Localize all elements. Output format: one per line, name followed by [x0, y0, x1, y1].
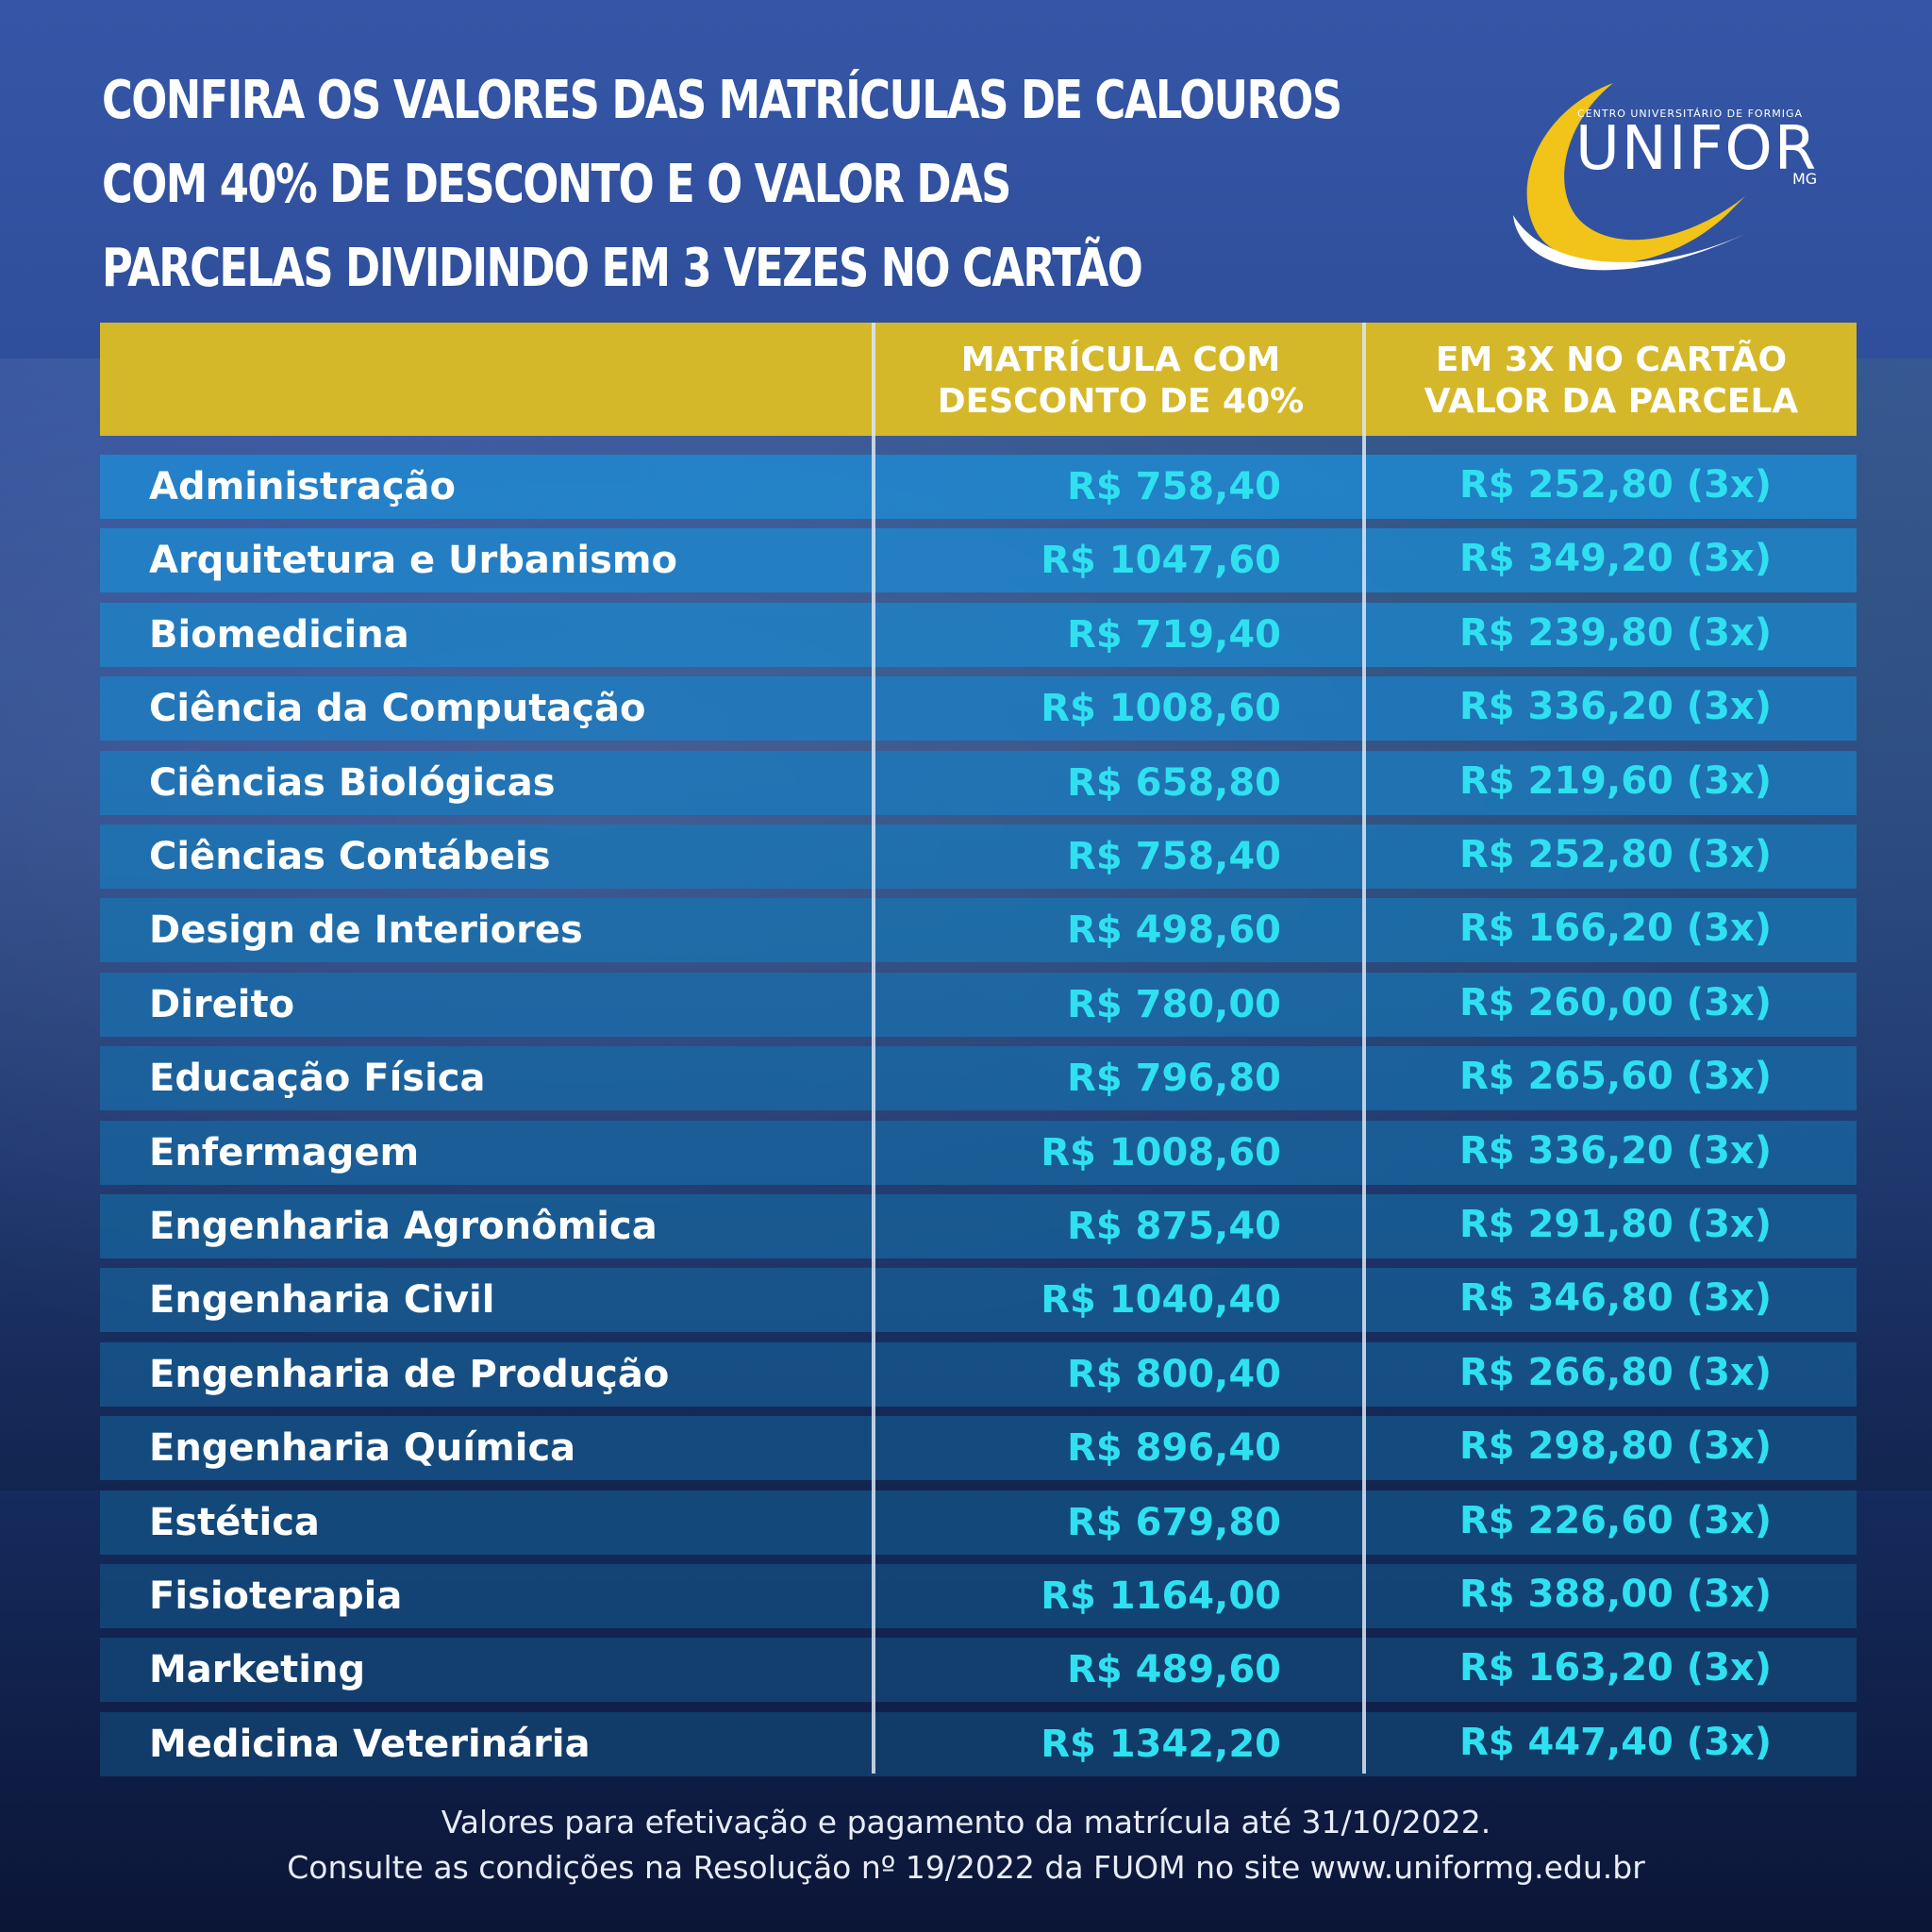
installment-price: R$ 346,80 (3x): [1458, 1276, 1772, 1321]
table-row: Administração R$ 758,40 R$ 252,80 (3x): [100, 455, 1857, 519]
installment-price: R$ 291,80 (3x): [1458, 1203, 1772, 1246]
course-name: Engenharia Civil: [149, 1278, 495, 1323]
installment-price: R$ 266,80 (3x): [1458, 1350, 1772, 1394]
unifor-logo: CENTRO UNIVERSITÁRIO DE FORMIGA UNIFOR M…: [1500, 74, 1858, 291]
table-row: Ciências Contábeis R$ 758,40 R$ 252,80 (3x…: [100, 824, 1857, 889]
headline-line-2: COM 40% DE DESCONTO E O VALOR DAS: [102, 154, 1011, 215]
table-row: Engenharia Química R$ 896,40 R$ 298,80 (3x…: [100, 1416, 1857, 1481]
header-installment-line-1: EM 3X NO CARTÃO: [1435, 341, 1788, 379]
table-row: Engenharia Agronômica R$ 875,40 R$ 291,80 …: [100, 1194, 1857, 1258]
enrollment-price: R$ 658,80: [1067, 760, 1281, 805]
installment-price: R$ 336,20 (3x): [1458, 685, 1772, 729]
installment-price: R$ 349,20 (3x): [1458, 537, 1772, 581]
course-name: Estética: [149, 1500, 320, 1544]
header-enrollment-discount: MATRÍCULA COM DESCONTO DE 40%: [875, 340, 1366, 423]
header-installment-line-2: VALOR DA PARCELA: [1424, 382, 1799, 421]
enrollment-price: R$ 780,00: [1067, 982, 1281, 1026]
table-row: Ciências Biológicas R$ 658,80 R$ 219,60 (3…: [100, 750, 1857, 815]
enrollment-price: R$ 1040,40: [1041, 1278, 1281, 1323]
table-row: Ciência da Computação R$ 1008,60 R$ 336,20…: [100, 676, 1857, 741]
course-name: Design de Interiores: [149, 908, 583, 953]
installment-price: R$ 226,60 (3x): [1458, 1498, 1772, 1542]
table-row: Engenharia Civil R$ 1040,40 R$ 346,80 (3x): [100, 1268, 1857, 1333]
course-name: Ciências Biológicas: [149, 760, 556, 805]
enrollment-price: R$ 498,60: [1067, 908, 1281, 953]
table-row: Direito R$ 780,00 R$ 260,00 (3x): [100, 972, 1857, 1037]
enrollment-price: R$ 679,80: [1067, 1500, 1281, 1544]
installment-price: R$ 219,60 (3x): [1458, 758, 1772, 803]
enrollment-price: R$ 800,40: [1067, 1352, 1281, 1396]
installment-price: R$ 252,80 (3x): [1458, 833, 1772, 876]
footer-conditions-note: Consulte as condições na Resolução nº 19…: [287, 1849, 1645, 1886]
enrollment-price: R$ 796,80: [1067, 1057, 1281, 1101]
installment-price: R$ 336,20 (3x): [1458, 1128, 1772, 1173]
enrollment-price: R$ 1047,60: [1041, 539, 1281, 583]
header-enrollment-line-2: DESCONTO DE 40%: [937, 382, 1305, 421]
course-name: Ciências Contábeis: [149, 835, 551, 878]
enrollment-price: R$ 489,60: [1067, 1648, 1281, 1692]
course-name: Medicina Veterinária: [149, 1722, 591, 1766]
enrollment-price: R$ 1008,60: [1041, 687, 1281, 731]
course-name: Fisioterapia: [149, 1574, 403, 1618]
course-name: Direito: [149, 982, 295, 1026]
table-row: Enfermagem R$ 1008,60 R$ 336,20 (3x): [100, 1120, 1857, 1185]
course-name: Engenharia Agronômica: [149, 1205, 658, 1248]
course-name: Educação Física: [149, 1057, 486, 1101]
table-header: MATRÍCULA COM DESCONTO DE 40% EM 3X NO C…: [100, 323, 1857, 436]
enrollment-price: R$ 758,40: [1067, 835, 1281, 878]
enrollment-price: R$ 1342,20: [1041, 1722, 1281, 1766]
installment-price: R$ 265,60 (3x): [1458, 1055, 1772, 1099]
installment-price: R$ 166,20 (3x): [1458, 907, 1772, 951]
installment-price: R$ 239,80 (3x): [1458, 610, 1772, 655]
table-row: Educação Física R$ 796,80 R$ 265,60 (3x): [100, 1046, 1857, 1111]
course-name: Engenharia Química: [149, 1426, 576, 1471]
enrollment-price: R$ 719,40: [1067, 612, 1281, 657]
enrollment-price: R$ 875,40: [1067, 1205, 1281, 1248]
course-name: Biomedicina: [149, 612, 409, 657]
prices-table: MATRÍCULA COM DESCONTO DE 40% EM 3X NO C…: [100, 323, 1857, 1776]
headline-line-3: PARCELAS DIVIDINDO EM 3 VEZES NO CARTÃO: [102, 238, 1143, 299]
column-divider: [1362, 323, 1366, 1774]
table-row: Estética R$ 679,80 R$ 226,60 (3x): [100, 1490, 1857, 1555]
course-name: Administração: [149, 465, 456, 508]
header-enrollment-line-1: MATRÍCULA COM: [960, 341, 1281, 379]
footer-validity-note: Valores para efetivação e pagamento da m…: [441, 1804, 1491, 1840]
table-row: Engenharia de Produção R$ 800,40 R$ 266,80…: [100, 1341, 1857, 1407]
logo-subtitle: CENTRO UNIVERSITÁRIO DE FORMIGA: [1577, 108, 1804, 120]
table-row: Arquitetura e Urbanismo R$ 1047,60 R$ 349,…: [100, 528, 1857, 593]
table-row: Medicina Veterinária R$ 1342,20 R$ 447,40 …: [100, 1711, 1857, 1776]
course-name: Marketing: [149, 1648, 366, 1692]
table-row: Biomedicina R$ 719,40 R$ 239,80 (3x): [100, 602, 1857, 667]
column-divider: [872, 323, 875, 1774]
headline: CONFIRA OS VALORES DAS MATRÍCULAS DE CAL…: [102, 58, 1342, 310]
logo-state: MG: [1792, 170, 1818, 188]
logo-swoosh-icon: [1513, 83, 1745, 271]
course-name: Arquitetura e Urbanismo: [149, 539, 678, 583]
header-installment: EM 3X NO CARTÃO VALOR DA PARCELA: [1366, 340, 1857, 423]
installment-price: R$ 260,00 (3x): [1458, 980, 1772, 1024]
table-row: Marketing R$ 489,60 R$ 163,20 (3x): [100, 1638, 1857, 1703]
installment-price: R$ 388,00 (3x): [1458, 1573, 1772, 1616]
installment-price: R$ 447,40 (3x): [1458, 1720, 1772, 1764]
course-name: Enfermagem: [149, 1130, 420, 1174]
table-row: Fisioterapia R$ 1164,00 R$ 388,00 (3x): [100, 1564, 1857, 1628]
logo-name: UNIFOR: [1575, 114, 1819, 184]
enrollment-price: R$ 896,40: [1067, 1426, 1281, 1471]
installment-price: R$ 298,80 (3x): [1458, 1424, 1772, 1469]
table-row: Design de Interiores R$ 498,60 R$ 166,20 (…: [100, 898, 1857, 963]
headline-line-1: CONFIRA OS VALORES DAS MATRÍCULAS DE CAL…: [102, 70, 1342, 131]
enrollment-price: R$ 758,40: [1067, 465, 1281, 508]
installment-price: R$ 163,20 (3x): [1458, 1646, 1772, 1690]
enrollment-price: R$ 1164,00: [1041, 1574, 1281, 1618]
installment-price: R$ 252,80 (3x): [1458, 463, 1772, 507]
course-name: Engenharia de Produção: [149, 1352, 670, 1396]
enrollment-price: R$ 1008,60: [1041, 1130, 1281, 1174]
course-name: Ciência da Computação: [149, 687, 646, 731]
